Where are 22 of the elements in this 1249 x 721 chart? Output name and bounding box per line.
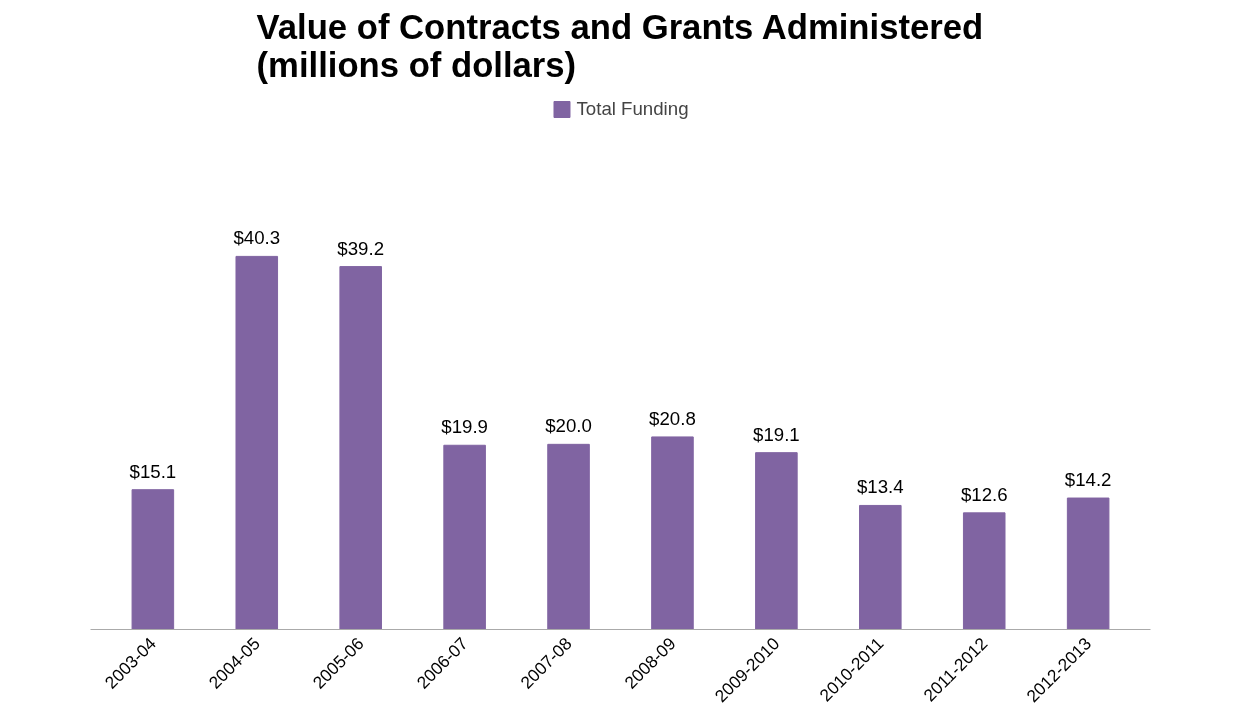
data-label: $15.1 xyxy=(129,460,177,482)
legend-label: Total Funding xyxy=(576,98,689,120)
data-label: $19.1 xyxy=(753,423,800,445)
data-label: $12.6 xyxy=(960,483,1008,505)
data-label: $14.2 xyxy=(1064,469,1112,491)
chart-title: Value of Contracts and Grants Administered (millions of dollars) xyxy=(256,7,984,84)
bar xyxy=(547,443,590,630)
bar xyxy=(962,512,1006,630)
data-label: $19.9 xyxy=(441,416,488,438)
bar xyxy=(1066,497,1110,630)
bar xyxy=(859,504,902,630)
bar xyxy=(651,436,694,630)
data-label: $20.0 xyxy=(545,415,592,437)
data-label: $39.2 xyxy=(337,237,385,259)
bar xyxy=(339,266,382,630)
data-label: $40.3 xyxy=(233,227,281,249)
bar xyxy=(235,255,279,630)
data-label: $20.8 xyxy=(649,407,696,429)
bar xyxy=(755,452,798,630)
bar xyxy=(443,444,486,630)
data-label: $13.4 xyxy=(856,476,904,498)
bar xyxy=(131,489,175,630)
